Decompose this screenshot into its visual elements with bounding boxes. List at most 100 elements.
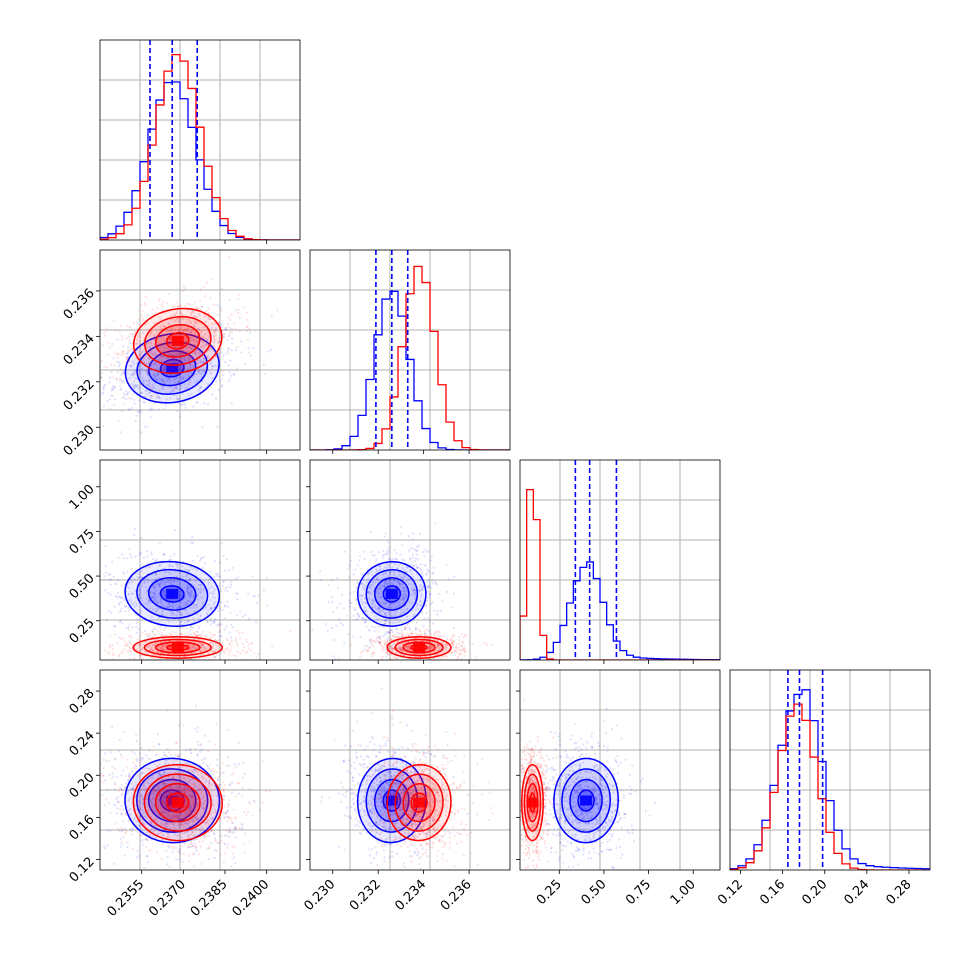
scatter-point bbox=[196, 401, 199, 404]
scatter-point bbox=[211, 816, 215, 819]
scatter-point bbox=[145, 354, 148, 357]
scatter-point bbox=[117, 655, 121, 658]
scatter-point bbox=[154, 608, 157, 611]
scatter-point bbox=[159, 582, 162, 586]
scatter-point bbox=[186, 834, 190, 837]
scatter-point bbox=[174, 382, 177, 385]
scatter-point bbox=[157, 772, 160, 775]
scatter-point bbox=[386, 651, 389, 654]
scatter-point bbox=[402, 589, 405, 592]
scatter-point bbox=[386, 630, 389, 634]
scatter-point bbox=[119, 595, 122, 599]
scatter-point bbox=[451, 639, 454, 643]
scatter-point bbox=[128, 774, 131, 777]
scatter-point bbox=[386, 660, 388, 662]
scatter-point bbox=[390, 628, 393, 632]
scatter-point bbox=[195, 580, 198, 583]
scatter-point bbox=[386, 638, 389, 641]
scatter-point bbox=[146, 346, 149, 349]
scatter-point bbox=[140, 537, 143, 540]
scatter-point bbox=[402, 650, 405, 653]
scatter-point bbox=[197, 642, 200, 645]
scatter-point bbox=[114, 582, 117, 585]
scatter-point bbox=[176, 564, 179, 567]
scatter-point bbox=[139, 354, 143, 357]
contour-blue bbox=[147, 577, 197, 611]
scatter-point bbox=[188, 824, 191, 828]
scatter-point bbox=[433, 650, 436, 653]
scatter-point bbox=[363, 618, 366, 621]
scatter-point bbox=[406, 566, 409, 569]
scatter-point bbox=[115, 378, 118, 381]
scatter-point bbox=[199, 583, 202, 586]
scatter-point bbox=[175, 814, 178, 817]
scatter-point bbox=[118, 377, 122, 380]
scatter-point bbox=[202, 367, 205, 370]
scatter-point bbox=[399, 583, 402, 586]
scatter-point bbox=[206, 613, 209, 616]
scatter-point bbox=[128, 582, 131, 585]
scatter-point bbox=[198, 312, 201, 315]
scatter-point bbox=[215, 624, 218, 627]
scatter-point bbox=[207, 324, 210, 327]
scatter-point bbox=[131, 592, 134, 595]
scatter-point bbox=[154, 362, 157, 365]
scatter-point bbox=[153, 362, 157, 365]
scatter-point bbox=[420, 588, 424, 591]
scatter-point bbox=[179, 620, 182, 623]
scatter-point bbox=[158, 743, 161, 746]
scatter-point bbox=[130, 603, 133, 606]
scatter-point bbox=[190, 333, 193, 336]
contour-red bbox=[154, 324, 201, 358]
scatter-point bbox=[200, 345, 203, 349]
scatter-point bbox=[202, 361, 205, 364]
scatter-point bbox=[172, 361, 176, 364]
scatter-point bbox=[416, 607, 420, 610]
scatter-point bbox=[141, 350, 144, 354]
scatter-point bbox=[172, 353, 175, 357]
scatter-point bbox=[150, 821, 153, 824]
scatter-point bbox=[181, 633, 184, 636]
scatter-point bbox=[180, 595, 183, 598]
scatter-point bbox=[212, 590, 215, 593]
scatter-point bbox=[135, 385, 139, 388]
scatter-point bbox=[155, 393, 159, 396]
scatter-point bbox=[181, 612, 184, 616]
scatter-point bbox=[161, 839, 164, 842]
scatter-point bbox=[202, 339, 205, 342]
scatter-point bbox=[124, 605, 127, 608]
scatter-point bbox=[136, 384, 139, 387]
scatter-point bbox=[147, 781, 150, 785]
scatter-point bbox=[233, 856, 236, 859]
scatter-point bbox=[154, 311, 158, 314]
scatter-point bbox=[451, 643, 455, 647]
scatter-point bbox=[131, 787, 135, 791]
scatter-point bbox=[158, 315, 162, 319]
scatter-point bbox=[416, 603, 419, 606]
scatter-point bbox=[196, 838, 199, 841]
scatter-point bbox=[219, 351, 222, 354]
scatter-point bbox=[139, 552, 142, 555]
scatter-point bbox=[189, 625, 192, 628]
scatter-point bbox=[125, 605, 128, 608]
scatter-point bbox=[111, 376, 114, 379]
scatter-point bbox=[175, 847, 178, 850]
scatter-point bbox=[116, 795, 119, 799]
scatter-point bbox=[178, 724, 181, 727]
scatter-point bbox=[223, 652, 226, 655]
scatter-point bbox=[163, 800, 167, 803]
scatter-point bbox=[127, 593, 130, 596]
scatter-point bbox=[375, 590, 379, 594]
scatter-point bbox=[201, 775, 204, 778]
scatter-point bbox=[390, 628, 393, 631]
scatter-point bbox=[164, 348, 167, 351]
scatter-point bbox=[455, 646, 458, 649]
scatter-point bbox=[114, 625, 117, 628]
scatter-point bbox=[186, 602, 189, 605]
scatter-point bbox=[89, 404, 91, 406]
scatter-point bbox=[194, 339, 197, 342]
contour-red bbox=[402, 641, 436, 654]
scatter-point bbox=[187, 380, 191, 383]
scatter-point bbox=[134, 385, 137, 388]
scatter-point bbox=[136, 411, 140, 414]
